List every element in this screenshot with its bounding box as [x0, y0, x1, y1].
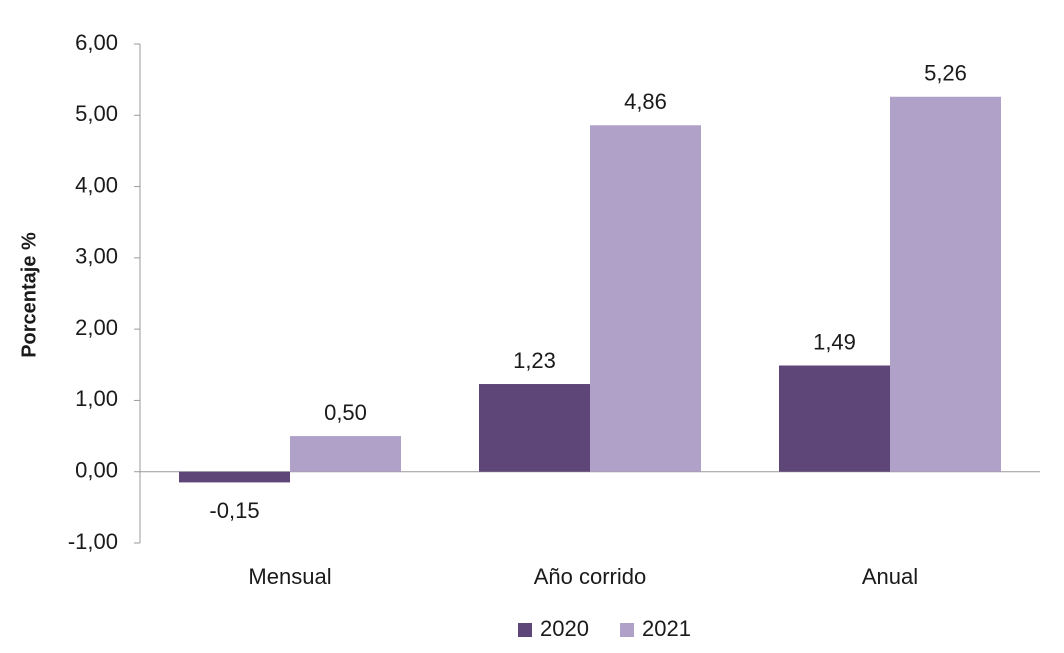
legend-label: 2021: [642, 616, 691, 641]
data-label: 4,86: [624, 89, 667, 114]
data-label: -0,15: [209, 498, 259, 523]
y-tick-label: 1,00: [75, 386, 118, 411]
y-tick-label: 4,00: [75, 172, 118, 197]
legend-swatch-2021: [620, 623, 634, 637]
data-labels: -0,15 0,50 1,23 4,86 1,49 5,26: [209, 61, 966, 524]
y-tick-label: 6,00: [75, 30, 118, 55]
axes: -1,00 0,00 1,00 2,00 3,00 4,00 5,00 6,00 Mensual…: [68, 30, 1040, 589]
bar-2021: [290, 436, 401, 472]
bars: [179, 96, 1001, 483]
x-tick-label: Anual: [862, 564, 918, 589]
y-tick-label: 5,00: [75, 101, 118, 126]
y-tick-label: -1,00: [68, 529, 118, 554]
data-label: 1,49: [813, 329, 856, 354]
data-label: 5,26: [924, 61, 967, 86]
legend: 2020 2021: [518, 616, 691, 641]
data-label: 1,23: [513, 348, 556, 373]
y-axis-title: Porcentaje %: [18, 232, 40, 358]
bar-2020: [179, 471, 290, 483]
legend-swatch-2020: [518, 623, 532, 637]
legend-label: 2020: [540, 616, 589, 641]
x-tick-label: Año corrido: [534, 564, 647, 589]
bar-2021: [590, 125, 701, 472]
data-label: 0,50: [324, 400, 367, 425]
x-tick-label: Mensual: [248, 564, 331, 589]
bar-2020: [779, 365, 890, 472]
bar-2021: [890, 96, 1001, 472]
y-tick-label: 0,00: [75, 458, 118, 483]
bar-2020: [479, 384, 590, 472]
y-tick-label: 2,00: [75, 315, 118, 340]
y-tick-label: 3,00: [75, 244, 118, 269]
